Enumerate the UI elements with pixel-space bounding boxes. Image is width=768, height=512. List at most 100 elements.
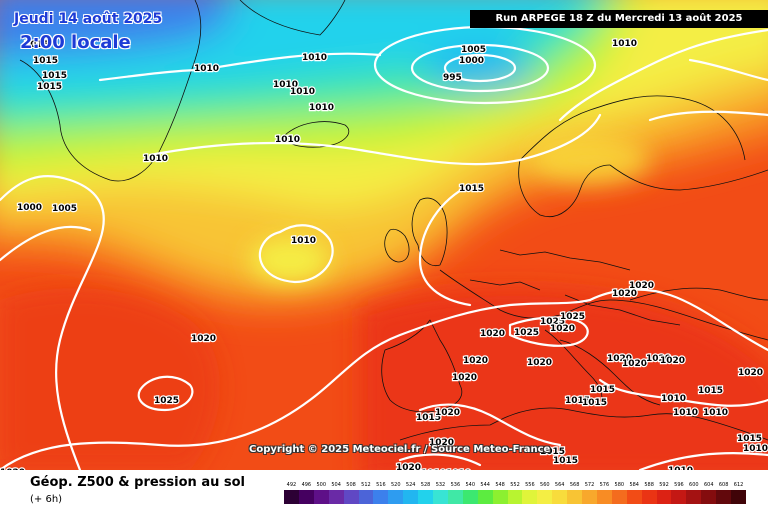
isobar-label: 1015 (590, 385, 615, 395)
isobar-label: 1010 (421, 469, 446, 470)
legend-swatch (388, 490, 404, 504)
isobar-label: 1025 (514, 328, 539, 338)
isobar-label: 1000 (459, 56, 484, 66)
isobar-label: 1010 (291, 236, 316, 246)
isobar-label: 1020 (0, 468, 25, 470)
legend-value: 588 (644, 482, 654, 488)
footer-bar: Géop. Z500 & pression au sol (+ 6h) 492 4… (0, 470, 768, 512)
coastlines (19, 0, 768, 441)
legend-value: 540 (465, 482, 476, 488)
legend-value: 604 (703, 482, 714, 488)
legend-swatch (671, 490, 687, 504)
isobar-label: 1020 (738, 368, 763, 378)
isobar-label: 1010 (309, 103, 334, 113)
isobar-label: 1015 (459, 184, 484, 194)
isobar-label: 1015 (416, 413, 441, 423)
legend-swatch (701, 490, 717, 504)
forecast-time: 2:00 locale (20, 32, 131, 53)
legend-swatch (686, 490, 702, 504)
isobar-label: 1015 (42, 71, 67, 81)
isobar-label: 1020 (527, 358, 552, 368)
legend-value: 496 (301, 482, 312, 488)
legend-swatch (626, 490, 642, 504)
isobar-labels: 1015101510151015101010101010101010101005… (0, 38, 768, 470)
legend-swatch (433, 490, 449, 504)
legend-swatch (492, 490, 508, 504)
legend-swatch (582, 490, 598, 504)
legend-swatch (716, 490, 732, 504)
isobars (0, 25, 768, 470)
legend-value: 596 (674, 482, 684, 488)
isobar-label: 1015 (553, 456, 578, 466)
legend-swatch (403, 490, 419, 504)
isobar-label: 1020 (612, 289, 637, 299)
legend-value: 612 (733, 482, 744, 488)
legend-value: 500 (316, 482, 327, 488)
legend-value: 512 (361, 482, 371, 488)
legend-value: 608 (718, 482, 729, 488)
isobar-label: 1010 (194, 64, 219, 74)
isobar-label: 1005 (461, 45, 486, 55)
legend-value: 536 (450, 482, 461, 488)
legend-labels: 492 496 500 504 508 512 516 520 524 528 532 536 540 5… (284, 480, 746, 490)
color-legend: 492 496 500 504 508 512 516 520 524 528 532 536 540 5… (284, 480, 747, 504)
isobar-label: 1010 (668, 466, 693, 470)
legend-value: 528 (420, 482, 431, 488)
legend-value: 552 (510, 482, 520, 488)
isobar-label: 1020 (607, 354, 632, 364)
isobar-label: 1005 (52, 204, 77, 214)
legend-value: 560 (540, 482, 550, 488)
weather-map: 1015101510151015101010101010101010101005… (0, 0, 768, 470)
isobar-label: 1010 (612, 39, 637, 49)
legend-value: 580 (614, 482, 625, 488)
isobar-label: 1015 (37, 82, 62, 92)
forecast-offset: (+ 6h) (30, 494, 63, 505)
legend-value: 600 (689, 482, 699, 488)
isobar-label: 1010 (275, 135, 300, 145)
legend-swatch (447, 490, 463, 504)
isobar-label: 1010 (673, 408, 698, 418)
isobar-label: 1010 (661, 394, 686, 404)
legend-swatch (522, 490, 538, 504)
isobar-label: 1020 (463, 356, 488, 366)
legend-swatch (313, 490, 329, 504)
model-run-banner: Run ARPEGE 18 Z du Mercredi 13 août 2025 (470, 10, 768, 28)
legend-value: 556 (525, 482, 535, 488)
legend-swatch (328, 490, 344, 504)
isobar-label: 1015 (24, 40, 49, 50)
isobar-label: 1000 (17, 203, 42, 213)
geopotential-field (0, 0, 768, 470)
legend-value: 504 (331, 482, 341, 488)
legend-value: 520 (390, 482, 401, 488)
isobar-label: 1010 (143, 154, 168, 164)
legend-swatch (418, 490, 434, 504)
isobar-label: 1025 (560, 312, 585, 322)
isobar-label: 1020 (435, 408, 460, 418)
legend-value: 524 (405, 482, 416, 488)
legend-swatch (656, 490, 672, 504)
isobar-label: 1020 (629, 281, 654, 291)
isobar-label: 1015 (698, 386, 723, 396)
isobar-label: 1020 (396, 463, 421, 470)
isobar-label: 1020 (429, 438, 454, 448)
legend-swatch (731, 490, 747, 504)
legend-swatch (537, 490, 553, 504)
isobar-label: 1010 (743, 444, 768, 454)
isobar-label: 1010 (290, 87, 315, 97)
isobar-label: 1020 (191, 334, 216, 344)
isobar-label: 1010 (446, 469, 471, 470)
legend-value: 568 (569, 482, 580, 488)
legend-swatch (641, 490, 657, 504)
legend-swatch (477, 490, 493, 504)
isobar-label: 1020 (646, 354, 671, 364)
isobar-label: 995 (443, 73, 462, 83)
legend-swatch (298, 490, 314, 504)
isobar-label: 1020 (660, 356, 685, 366)
legend-swatch (596, 490, 612, 504)
legend-value: 564 (554, 482, 565, 488)
legend-swatches (284, 490, 747, 504)
legend-swatch (343, 490, 359, 504)
isobar-label: 1010 (703, 408, 728, 418)
legend-value: 544 (480, 482, 490, 488)
